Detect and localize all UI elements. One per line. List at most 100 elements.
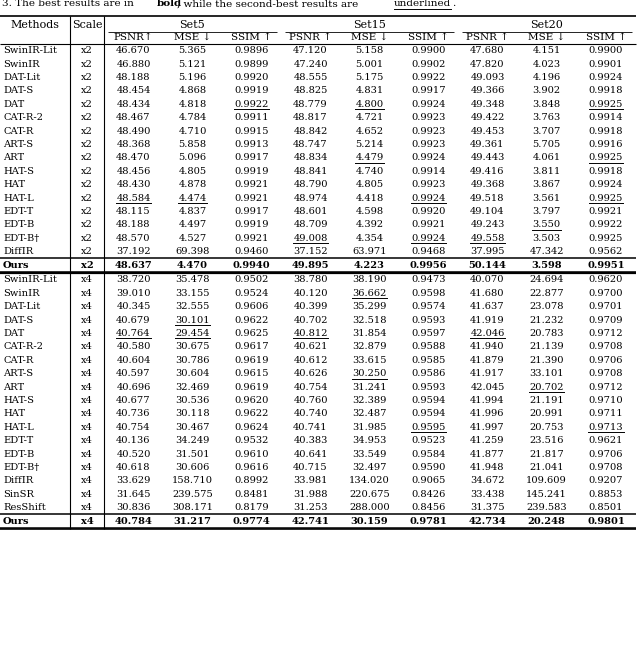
Text: 31.645: 31.645 bbox=[116, 490, 151, 499]
Text: 69.398: 69.398 bbox=[175, 248, 210, 256]
Text: 0.9924: 0.9924 bbox=[412, 100, 445, 109]
Text: 4.470: 4.470 bbox=[177, 261, 208, 269]
Text: 31.375: 31.375 bbox=[470, 504, 505, 512]
Text: 239.575: 239.575 bbox=[172, 490, 213, 499]
Text: 0.9923: 0.9923 bbox=[412, 114, 445, 122]
Text: 48.841: 48.841 bbox=[293, 167, 328, 176]
Text: 0.9598: 0.9598 bbox=[412, 289, 445, 298]
Text: 39.010: 39.010 bbox=[116, 289, 151, 298]
Text: x2: x2 bbox=[81, 261, 93, 269]
Text: x2: x2 bbox=[81, 127, 93, 135]
Text: 0.9617: 0.9617 bbox=[234, 343, 269, 352]
Text: 0.9901: 0.9901 bbox=[589, 59, 623, 69]
Text: 40.626: 40.626 bbox=[293, 370, 328, 378]
Text: 30.250: 30.250 bbox=[352, 370, 387, 378]
Text: Ours: Ours bbox=[3, 261, 29, 269]
Text: DAT-S: DAT-S bbox=[3, 86, 33, 96]
Text: 4.868: 4.868 bbox=[179, 86, 207, 96]
Text: 49.443: 49.443 bbox=[470, 153, 505, 162]
Text: 40.136: 40.136 bbox=[116, 436, 151, 446]
Text: 41.877: 41.877 bbox=[470, 449, 505, 459]
Text: DAT-S: DAT-S bbox=[3, 315, 33, 325]
Text: 0.9593: 0.9593 bbox=[412, 315, 445, 325]
Text: 4.598: 4.598 bbox=[355, 207, 383, 216]
Text: 134.020: 134.020 bbox=[349, 477, 390, 486]
Text: 0.9919: 0.9919 bbox=[234, 220, 269, 230]
Text: 38.780: 38.780 bbox=[293, 275, 328, 284]
Text: x2: x2 bbox=[81, 59, 93, 69]
Text: 21.041: 21.041 bbox=[529, 463, 564, 472]
Text: x4: x4 bbox=[81, 302, 93, 312]
Text: 0.9619: 0.9619 bbox=[234, 356, 269, 365]
Text: 40.618: 40.618 bbox=[116, 463, 151, 472]
Text: HAT: HAT bbox=[3, 409, 25, 418]
Text: Scale: Scale bbox=[72, 20, 102, 30]
Text: 49.422: 49.422 bbox=[470, 114, 505, 122]
Text: CAT-R-2: CAT-R-2 bbox=[3, 343, 43, 352]
Text: 3. The best results are in: 3. The best results are in bbox=[2, 0, 137, 9]
Text: 158.710: 158.710 bbox=[172, 477, 213, 486]
Text: x2: x2 bbox=[81, 180, 93, 189]
Text: 48.842: 48.842 bbox=[293, 127, 328, 135]
Text: 32.555: 32.555 bbox=[175, 302, 210, 312]
Text: 0.9616: 0.9616 bbox=[234, 463, 269, 472]
Text: x2: x2 bbox=[81, 140, 93, 149]
Text: 0.9921: 0.9921 bbox=[412, 220, 445, 230]
Text: 48.779: 48.779 bbox=[293, 100, 328, 109]
Text: 0.9207: 0.9207 bbox=[589, 477, 623, 486]
Text: 48.454: 48.454 bbox=[116, 86, 150, 96]
Text: x4: x4 bbox=[81, 343, 93, 352]
Text: 48.825: 48.825 bbox=[293, 86, 328, 96]
Text: 0.9911: 0.9911 bbox=[234, 114, 269, 122]
Text: DAT-Lit: DAT-Lit bbox=[3, 73, 40, 82]
Text: 38.190: 38.190 bbox=[352, 275, 387, 284]
Text: 0.9468: 0.9468 bbox=[412, 248, 445, 256]
Text: 0.9622: 0.9622 bbox=[234, 409, 269, 418]
Text: 0.9624: 0.9624 bbox=[234, 423, 269, 432]
Text: 20.753: 20.753 bbox=[529, 423, 564, 432]
Text: 41.879: 41.879 bbox=[470, 356, 505, 365]
Text: 20.783: 20.783 bbox=[529, 329, 564, 338]
Text: 20.248: 20.248 bbox=[527, 517, 565, 526]
Text: underlined: underlined bbox=[394, 0, 451, 9]
Text: 34.672: 34.672 bbox=[470, 477, 505, 486]
Text: EDT-B: EDT-B bbox=[3, 220, 35, 230]
Text: 32.487: 32.487 bbox=[352, 409, 387, 418]
Text: x2: x2 bbox=[81, 207, 93, 216]
Text: 3.561: 3.561 bbox=[532, 193, 561, 203]
Text: 0.9597: 0.9597 bbox=[412, 329, 445, 338]
Text: SSIM ↑: SSIM ↑ bbox=[586, 32, 627, 42]
Text: 30.604: 30.604 bbox=[175, 370, 210, 378]
Text: 47.820: 47.820 bbox=[470, 59, 505, 69]
Text: 5.196: 5.196 bbox=[179, 73, 207, 82]
Text: 48.601: 48.601 bbox=[293, 207, 328, 216]
Text: 41.997: 41.997 bbox=[470, 423, 505, 432]
Text: 0.9712: 0.9712 bbox=[589, 383, 623, 391]
Text: 0.8481: 0.8481 bbox=[234, 490, 269, 499]
Text: 0.9920: 0.9920 bbox=[412, 207, 445, 216]
Text: 4.837: 4.837 bbox=[179, 207, 207, 216]
Text: 47.342: 47.342 bbox=[529, 248, 564, 256]
Text: 0.9590: 0.9590 bbox=[412, 463, 445, 472]
Text: PSNR ↑: PSNR ↑ bbox=[466, 32, 509, 42]
Text: 5.365: 5.365 bbox=[179, 46, 207, 55]
Text: 4.354: 4.354 bbox=[355, 234, 383, 243]
Text: 36.662: 36.662 bbox=[352, 289, 387, 298]
Text: ART-S: ART-S bbox=[3, 140, 33, 149]
Text: 41.637: 41.637 bbox=[470, 302, 505, 312]
Text: 40.677: 40.677 bbox=[116, 396, 151, 405]
Text: 40.760: 40.760 bbox=[293, 396, 328, 405]
Text: 0.9899: 0.9899 bbox=[234, 59, 269, 69]
Text: 0.9923: 0.9923 bbox=[412, 127, 445, 135]
Text: 48.790: 48.790 bbox=[293, 180, 328, 189]
Text: 40.754: 40.754 bbox=[116, 423, 151, 432]
Text: 49.368: 49.368 bbox=[470, 180, 505, 189]
Text: 220.675: 220.675 bbox=[349, 490, 390, 499]
Text: 3.811: 3.811 bbox=[532, 167, 561, 176]
Text: 33.101: 33.101 bbox=[529, 370, 564, 378]
Text: 0.8179: 0.8179 bbox=[234, 504, 269, 512]
Text: ResShift: ResShift bbox=[3, 504, 45, 512]
Text: 48.834: 48.834 bbox=[293, 153, 328, 162]
Text: 0.9900: 0.9900 bbox=[412, 46, 445, 55]
Text: 5.214: 5.214 bbox=[355, 140, 383, 149]
